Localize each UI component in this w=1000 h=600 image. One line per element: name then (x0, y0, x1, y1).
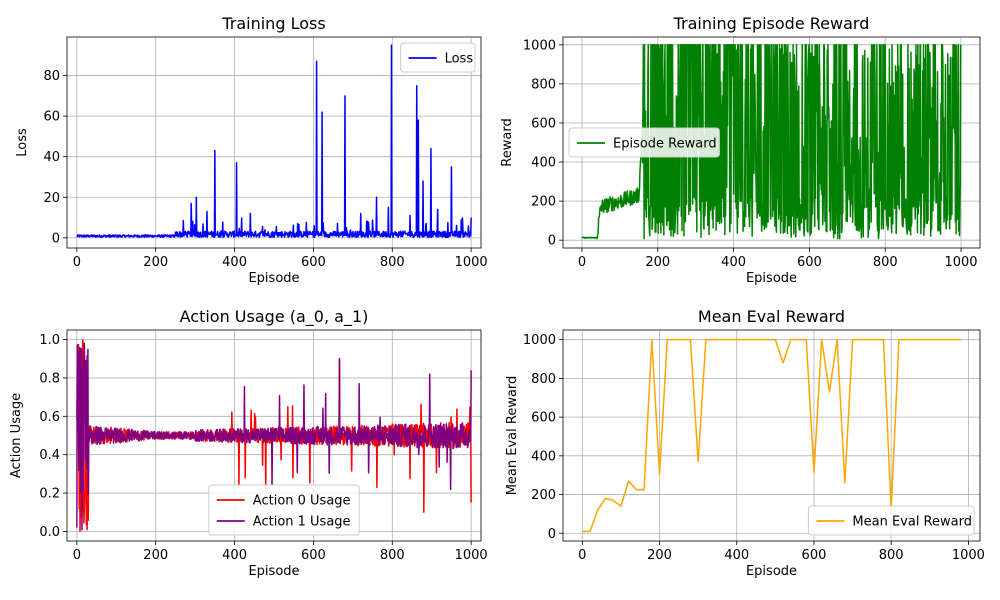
y-tick-label: 0 (52, 231, 60, 246)
x-axis-label: Episode (746, 564, 797, 579)
y-tick-label: 0 (548, 527, 556, 542)
axes-frame (66, 329, 482, 542)
y-tick-label: 80 (43, 69, 60, 84)
y-tick-label: 0.4 (39, 448, 60, 463)
chart-title: Training Loss (221, 14, 325, 33)
x-tick-label: 800 (879, 548, 904, 563)
legend-entry: Action 0 Usage (253, 494, 351, 509)
y-tick-label: 1000 (523, 333, 556, 348)
legend: Action 0 Usage Action 1 Usage (208, 484, 360, 536)
x-tick-label: 200 (647, 548, 672, 563)
x-tick-label: 1000 (455, 548, 488, 563)
legend: Mean Eval Reward (807, 505, 975, 536)
chart-title: Action Usage (a_0, a_1) (180, 307, 369, 327)
chart-reward: 0 200 400 600 800 1000 0 200 400 600 800 1000 Traini… (500, 14, 981, 286)
y-axis-label: Reward (500, 118, 515, 166)
y-axis-label: Action Usage (9, 393, 24, 478)
y-tick-label: 40 (43, 150, 60, 165)
y-tick-label: 60 (43, 110, 60, 125)
legend-entry: Loss (445, 52, 474, 67)
x-tick-label: 1000 (944, 255, 977, 270)
x-tick-label: 1000 (455, 255, 488, 270)
x-tick-label: 400 (222, 255, 247, 270)
y-tick-label: 0 (548, 234, 556, 249)
x-tick-label: 400 (222, 548, 247, 563)
chart-title: Mean Eval Reward (698, 307, 845, 326)
x-tick-label: 800 (380, 255, 405, 270)
x-tick-label: 400 (724, 548, 749, 563)
chart-loss: 0 200 400 600 800 1000 0 20 40 60 80 Training Loss E… (15, 14, 488, 286)
y-tick-label: 200 (531, 195, 556, 210)
y-tick-label: 0.6 (39, 410, 60, 425)
x-tick-label: 600 (797, 255, 822, 270)
series-line-3-0 (582, 338, 961, 533)
chart-eval: 0 200 400 600 800 1000 0 200 400 600 800 1000 Mean E… (505, 307, 985, 579)
x-tick-label: 200 (143, 255, 168, 270)
x-tick-label: 400 (721, 255, 746, 270)
y-tick-label: 600 (531, 116, 556, 131)
x-tick-label: 600 (301, 548, 326, 563)
legend: Loss (400, 42, 476, 73)
x-tick-label: 800 (380, 548, 405, 563)
x-tick-label: 600 (301, 255, 326, 270)
chart-title: Training Episode Reward (673, 14, 870, 33)
x-tick-label: 1000 (952, 548, 985, 563)
y-tick-label: 20 (43, 191, 60, 206)
y-tick-label: 1.0 (39, 333, 60, 348)
x-tick-label: 600 (802, 548, 827, 563)
series-line-2-1 (76, 342, 472, 531)
y-tick-label: 800 (531, 372, 556, 387)
y-tick-label: 600 (531, 411, 556, 426)
y-tick-label: 1000 (523, 38, 556, 53)
axes-frame (562, 329, 981, 542)
legend-entry: Action 1 Usage (253, 515, 351, 530)
x-tick-label: 0 (73, 255, 81, 270)
x-axis-label: Episode (248, 271, 299, 286)
y-axis-label: Mean Eval Reward (505, 376, 520, 496)
legend: Episode Reward (568, 127, 720, 158)
y-tick-label: 200 (531, 488, 556, 503)
x-axis-label: Episode (746, 271, 797, 286)
y-axis-label: Loss (15, 128, 30, 157)
y-tick-label: 0.0 (39, 525, 60, 540)
chart-action: 0 200 400 600 800 1000 0.0 0.2 0.4 0.6 0.8 1.0 Actio… (9, 307, 488, 579)
x-tick-label: 0 (578, 255, 586, 270)
x-tick-label: 800 (873, 255, 898, 270)
x-axis-label: Episode (248, 564, 299, 579)
x-tick-label: 0 (73, 548, 81, 563)
y-tick-label: 0.2 (39, 487, 60, 502)
axes-frame (562, 36, 981, 249)
y-tick-label: 400 (531, 156, 556, 171)
axes-frame (66, 36, 482, 249)
x-tick-label: 0 (578, 548, 586, 563)
series-line-1-0 (581, 44, 962, 240)
y-tick-label: 0.8 (39, 371, 60, 386)
legend-entry: Mean Eval Reward (852, 515, 972, 530)
legend-entry: Episode Reward (613, 137, 717, 152)
y-tick-label: 800 (531, 77, 556, 92)
x-tick-label: 200 (645, 255, 670, 270)
series-line-0-0 (76, 44, 472, 238)
x-tick-label: 200 (143, 548, 168, 563)
y-tick-label: 400 (531, 449, 556, 464)
